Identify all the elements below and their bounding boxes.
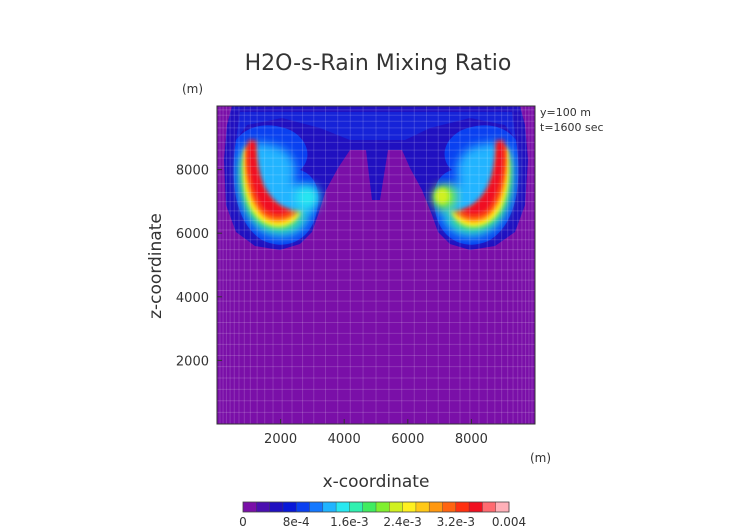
colorbar-swatch: [455, 502, 470, 512]
x-tick-label: 2000: [264, 432, 297, 447]
colorbar-tick-label: 1.6e-3: [330, 515, 368, 529]
colorbar-swatch: [429, 502, 443, 512]
annotation-t: t=1600 sec: [540, 121, 604, 134]
y-axis-ticks: 2000 4000 6000 8000: [176, 164, 222, 369]
left-arc: [233, 125, 320, 245]
colorbar-tick-label: 2.4e-3: [383, 515, 421, 529]
x-unit-label: (m): [530, 451, 551, 465]
colorbar-swatch: [256, 502, 271, 512]
colorbar-swatch: [389, 502, 404, 512]
y-unit-label: (m): [182, 82, 203, 96]
colorbar-swatch: [322, 502, 337, 512]
x-tick-label: 8000: [455, 432, 488, 447]
grid-lines: [217, 106, 535, 424]
colorbar-swatch: [495, 502, 510, 512]
colorbar-swatch: [362, 502, 377, 512]
right-arc: [432, 125, 519, 245]
colorbar-swatch: [442, 502, 457, 512]
annotation-y: y=100 m: [540, 106, 591, 119]
x-tick-label: 4000: [328, 432, 361, 447]
colorbar-swatch: [269, 502, 284, 512]
colorbar-swatch: [282, 502, 297, 512]
colorbar: [242, 501, 510, 513]
y-tick-label: 6000: [176, 227, 209, 242]
y-tick-label: 2000: [176, 354, 209, 369]
colorbar-tick-label: 3.2e-3: [437, 515, 475, 529]
colorbar-swatch: [296, 502, 310, 512]
top-cap-inner: [236, 112, 516, 140]
colorbar-tick-label: 0.004: [492, 515, 526, 529]
colorbar-swatch: [469, 502, 483, 512]
y-axis-label: z-coordinate: [146, 213, 166, 319]
colorbar-swatch: [243, 502, 257, 512]
rain-field: [224, 106, 528, 250]
colorbar-swatch: [309, 502, 324, 512]
colorbar-swatch: [402, 502, 417, 512]
y-tick-label: 4000: [176, 291, 209, 306]
colorbar-tick-label: 0: [239, 515, 247, 529]
colorbar-swatch: [349, 502, 364, 512]
x-axis-label: x-coordinate: [323, 472, 430, 492]
colorbar-swatch: [376, 502, 390, 512]
colorbar-swatch: [482, 502, 497, 512]
plot-area: [217, 106, 535, 424]
y-tick-label: 8000: [176, 164, 209, 179]
x-axis-ticks: 2000 4000 6000 8000: [264, 419, 488, 447]
plot-frame: [216, 105, 536, 425]
colorbar-labels: 0 8e-4 1.6e-3 2.4e-3 3.2e-3 0.004: [239, 515, 526, 529]
chart-title: H2O-s-Rain Mixing Ratio: [245, 51, 512, 76]
colorbar-swatch: [336, 502, 350, 512]
colorbar-swatch: [415, 502, 430, 512]
x-tick-label: 6000: [391, 432, 424, 447]
colorbar-tick-label: 8e-4: [283, 515, 310, 529]
